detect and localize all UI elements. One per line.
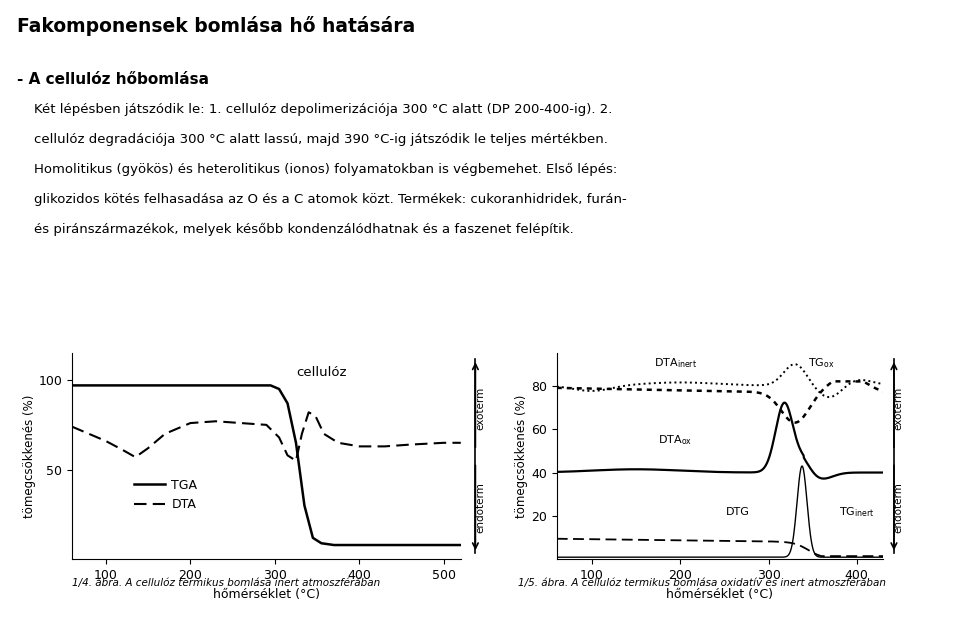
DTA xyxy=(117,446,129,454)
Text: 1/4. ábra. A cellulóz termikus bomlása inert atmoszférában: 1/4. ábra. A cellulóz termikus bomlása i… xyxy=(72,578,380,588)
Text: DTA$_{\mathregular{ox}}$: DTA$_{\mathregular{ox}}$ xyxy=(659,433,692,447)
TGA xyxy=(299,502,310,509)
Text: TG$_{\mathregular{ox}}$: TG$_{\mathregular{ox}}$ xyxy=(808,357,835,371)
DTA xyxy=(130,453,141,461)
Text: - A cellulóz hőbomlása: - A cellulóz hőbomlása xyxy=(17,72,209,87)
TGA xyxy=(126,382,137,389)
TGA xyxy=(210,382,222,389)
Line: TGA: TGA xyxy=(72,386,461,545)
DTA xyxy=(142,444,154,452)
Text: DTA$_{\mathregular{inert}}$: DTA$_{\mathregular{inert}}$ xyxy=(655,357,697,371)
X-axis label: hőmérséklet (°C): hőmérséklet (°C) xyxy=(213,588,320,601)
Line: DTA: DTA xyxy=(72,412,461,461)
DTA xyxy=(210,418,222,425)
Legend: TGA, DTA: TGA, DTA xyxy=(129,474,203,516)
TGA xyxy=(307,534,319,542)
Text: Két lépésben játszódik le: 1. cellulóz depolimerizációja 300 °C alatt (DP 200-40: Két lépésben játszódik le: 1. cellulóz d… xyxy=(34,103,612,116)
Text: DTG: DTG xyxy=(726,507,750,517)
TGA xyxy=(438,541,449,549)
Text: Homolitikus (gyökös) és heterolitikus (ionos) folyamatokban is végbemehet. Első : Homolitikus (gyökös) és heterolitikus (i… xyxy=(34,163,617,176)
TGA xyxy=(91,382,103,389)
DTA xyxy=(438,439,449,446)
TGA xyxy=(66,382,78,389)
Y-axis label: tömegcsökkenés (%): tömegcsökkenés (%) xyxy=(23,394,36,518)
DTA xyxy=(318,430,329,437)
DTA xyxy=(303,409,315,416)
DTA xyxy=(235,419,247,427)
DTA xyxy=(332,439,344,446)
DTA xyxy=(290,457,301,464)
TGA xyxy=(455,541,467,549)
TGA xyxy=(265,382,276,389)
Text: Fakomponensek bomlása hő hatására: Fakomponensek bomlása hő hatására xyxy=(17,16,416,36)
DTA xyxy=(274,434,285,441)
TGA xyxy=(252,382,264,389)
DTA xyxy=(100,438,111,445)
Text: TG$_{\mathregular{inert}}$: TG$_{\mathregular{inert}}$ xyxy=(839,505,875,519)
Text: 1/5. ábra. A cellulóz termikus bomlása oxidatív és inert atmoszférában: 1/5. ábra. A cellulóz termikus bomlása o… xyxy=(518,578,886,588)
DTA xyxy=(404,441,416,448)
Text: cellulóz degradációja 300 °C alatt lassú, majd 390 °C-ig játszódik le teljes mér: cellulóz degradációja 300 °C alatt lassú… xyxy=(34,133,608,146)
TGA xyxy=(371,541,382,549)
Text: cellulóz: cellulóz xyxy=(296,366,347,379)
Y-axis label: tömegcsökkenés (%): tömegcsökkenés (%) xyxy=(516,394,528,518)
Text: és piránszármazékok, melyek később kondenzálódhatnak és a faszenet felépítik.: és piránszármazékok, melyek később konde… xyxy=(34,223,573,236)
Text: glikozidos kötés felhasadása az O és a C atomok közt. Termékek: cukoranhidridek,: glikozidos kötés felhasadása az O és a C… xyxy=(34,193,626,206)
DTA xyxy=(296,430,307,437)
X-axis label: hőmérséklet (°C): hőmérséklet (°C) xyxy=(666,588,774,601)
TGA xyxy=(328,541,340,549)
DTA xyxy=(184,419,196,427)
Text: exoterm: exoterm xyxy=(475,387,485,431)
TGA xyxy=(282,399,294,407)
DTA xyxy=(353,442,365,450)
Text: endoterm: endoterm xyxy=(894,482,903,533)
Text: exoterm: exoterm xyxy=(894,387,903,431)
DTA xyxy=(260,421,273,429)
DTA xyxy=(282,452,294,459)
TGA xyxy=(290,439,301,446)
Text: endoterm: endoterm xyxy=(475,482,485,533)
DTA xyxy=(66,423,78,431)
TGA xyxy=(168,382,180,389)
DTA xyxy=(310,412,322,419)
DTA xyxy=(379,442,391,450)
DTA xyxy=(455,439,467,446)
TGA xyxy=(316,539,327,547)
DTA xyxy=(84,430,95,437)
DTA xyxy=(159,430,171,437)
TGA xyxy=(346,541,357,549)
TGA xyxy=(274,385,285,392)
